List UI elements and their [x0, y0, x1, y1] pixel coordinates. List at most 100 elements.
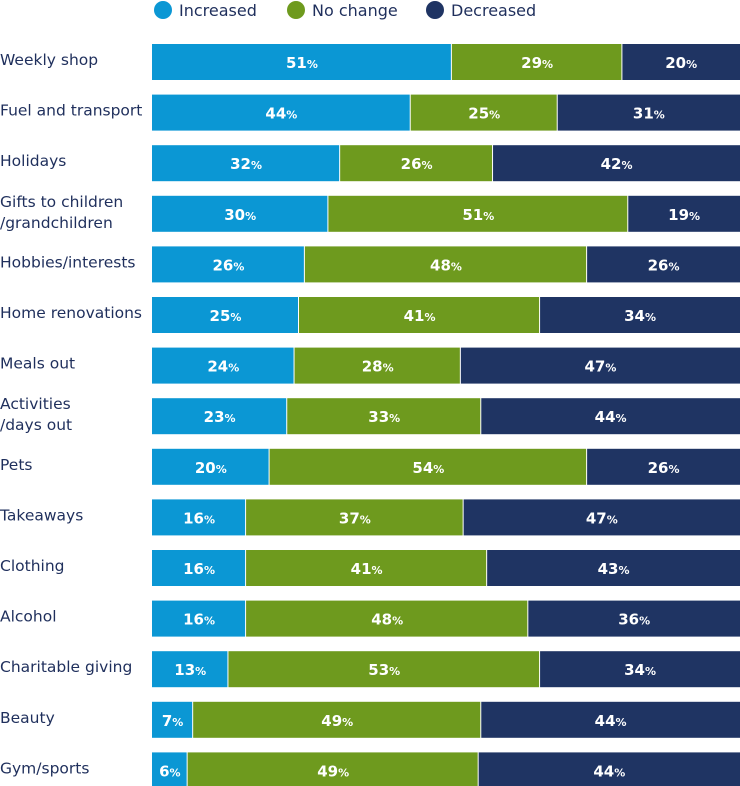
bar-segment-increased — [152, 448, 269, 485]
bar-segment-no-change — [193, 701, 481, 738]
data-label-no-change: 37% — [339, 509, 371, 527]
legend-swatch-decreased — [426, 1, 444, 19]
data-label-increased: 51% — [286, 54, 318, 72]
data-label-decreased: 34% — [624, 307, 656, 325]
category-label: Alcohol — [0, 608, 57, 626]
category-label: Meals out — [0, 355, 75, 373]
category-label: Activities/days out — [0, 395, 72, 434]
data-label-no-change: 49% — [321, 712, 353, 730]
bar-segment-no-change — [340, 145, 493, 182]
data-label-increased: 20% — [195, 459, 227, 477]
bar-segment-no-change — [228, 651, 540, 688]
data-label-no-change: 51% — [462, 206, 494, 224]
legend-label-no-change: No change — [312, 1, 398, 20]
legend-swatch-increased — [154, 1, 172, 19]
category-label: Holidays — [0, 152, 66, 170]
category-label: Pets — [0, 456, 32, 474]
bar-segment-decreased — [478, 752, 740, 786]
bars: 51% 29% 20% 44% 25% 31% 32% 26% 42% 30% 51% 19% 26% 4… — [152, 44, 740, 786]
data-label-increased: 30% — [224, 206, 256, 224]
bar-segment-decreased — [481, 701, 740, 738]
bar-segment-increased — [152, 752, 187, 786]
legend-swatch-no-change — [287, 1, 305, 19]
category-label: Home renovations — [0, 304, 142, 322]
data-label-decreased: 26% — [648, 459, 680, 477]
bar-segment-no-change — [187, 752, 478, 786]
bar-segment-no-change — [328, 195, 628, 232]
category-label: Beauty — [0, 709, 55, 727]
data-label-decreased: 36% — [618, 611, 650, 629]
category-label: Gym/sports — [0, 759, 89, 777]
category-labels: Weekly shop Fuel and transport Holidays Gif… — [0, 51, 142, 777]
data-label-no-change: 53% — [368, 661, 400, 679]
bar-segment-increased — [152, 44, 451, 80]
data-label-no-change: 41% — [404, 307, 436, 325]
bar-segment-no-change — [246, 499, 463, 536]
category-label: Clothing — [0, 557, 64, 575]
data-label-no-change: 25% — [468, 105, 500, 123]
bar-segment-no-change — [299, 297, 540, 333]
data-label-increased: 13% — [174, 661, 206, 679]
data-label-decreased: 42% — [601, 155, 633, 173]
bar-segment-increased — [152, 347, 294, 384]
bar-segment-decreased — [463, 499, 740, 536]
data-label-no-change: 49% — [317, 762, 349, 780]
bar-segment-decreased — [528, 600, 740, 637]
bar-segment-increased — [152, 499, 246, 536]
data-label-increased: 32% — [230, 155, 262, 173]
data-label-increased: 7% — [162, 712, 183, 730]
bar-segment-increased — [152, 600, 246, 637]
data-label-decreased: 44% — [593, 762, 625, 780]
data-label-decreased: 43% — [598, 560, 630, 578]
bar-segment-increased — [152, 195, 328, 232]
bar-segment-increased — [152, 550, 246, 586]
bar-segment-decreased — [540, 651, 740, 688]
category-label: Gifts to children/grandchildren — [0, 193, 123, 232]
bar-segment-decreased — [487, 550, 740, 586]
bar-segment-no-change — [410, 94, 557, 131]
data-label-decreased: 44% — [595, 712, 627, 730]
bar-segment-increased — [152, 651, 228, 688]
legend-label-decreased: Decreased — [451, 1, 536, 20]
data-label-increased: 25% — [210, 307, 242, 325]
data-label-decreased: 20% — [665, 54, 697, 72]
bar-segment-no-change — [246, 600, 528, 637]
bar-segment-decreased — [622, 44, 740, 80]
category-label: Hobbies/interests — [0, 253, 136, 271]
legend-label-increased: Increased — [179, 1, 257, 20]
category-label: Charitable giving — [0, 658, 132, 676]
data-label-decreased: 44% — [595, 408, 627, 426]
data-label-increased: 16% — [183, 560, 215, 578]
bar-segment-increased — [152, 145, 340, 182]
bar-segment-no-change — [269, 448, 587, 485]
bar-segment-no-change — [451, 44, 622, 80]
data-label-no-change: 41% — [351, 560, 383, 578]
bar-segment-decreased — [557, 94, 740, 131]
bar-segment-decreased — [540, 297, 740, 333]
data-label-no-change: 29% — [521, 54, 553, 72]
bar-segment-increased — [152, 701, 193, 738]
data-label-increased: 23% — [204, 408, 236, 426]
data-label-no-change: 54% — [412, 459, 444, 477]
bar-segment-decreased — [460, 347, 740, 384]
data-label-increased: 24% — [207, 358, 239, 376]
bar-segment-decreased — [587, 448, 740, 485]
data-label-decreased: 19% — [668, 206, 700, 224]
data-label-decreased: 47% — [584, 358, 616, 376]
data-label-decreased: 31% — [633, 105, 665, 123]
legend: Increased No change Decreased — [154, 1, 536, 20]
data-label-increased: 44% — [265, 105, 297, 123]
data-label-increased: 16% — [183, 611, 215, 629]
bar-segment-increased — [152, 398, 287, 435]
data-label-no-change: 48% — [430, 256, 462, 274]
data-label-no-change: 48% — [371, 611, 403, 629]
bar-segment-decreased — [493, 145, 740, 182]
data-label-decreased: 34% — [624, 661, 656, 679]
data-label-decreased: 26% — [648, 256, 680, 274]
data-label-increased: 16% — [183, 509, 215, 527]
data-label-decreased: 47% — [586, 509, 618, 527]
category-label: Fuel and transport — [0, 102, 142, 120]
bar-segment-decreased — [628, 195, 740, 232]
bar-segment-no-change — [287, 398, 481, 435]
bar-segment-no-change — [304, 246, 587, 283]
